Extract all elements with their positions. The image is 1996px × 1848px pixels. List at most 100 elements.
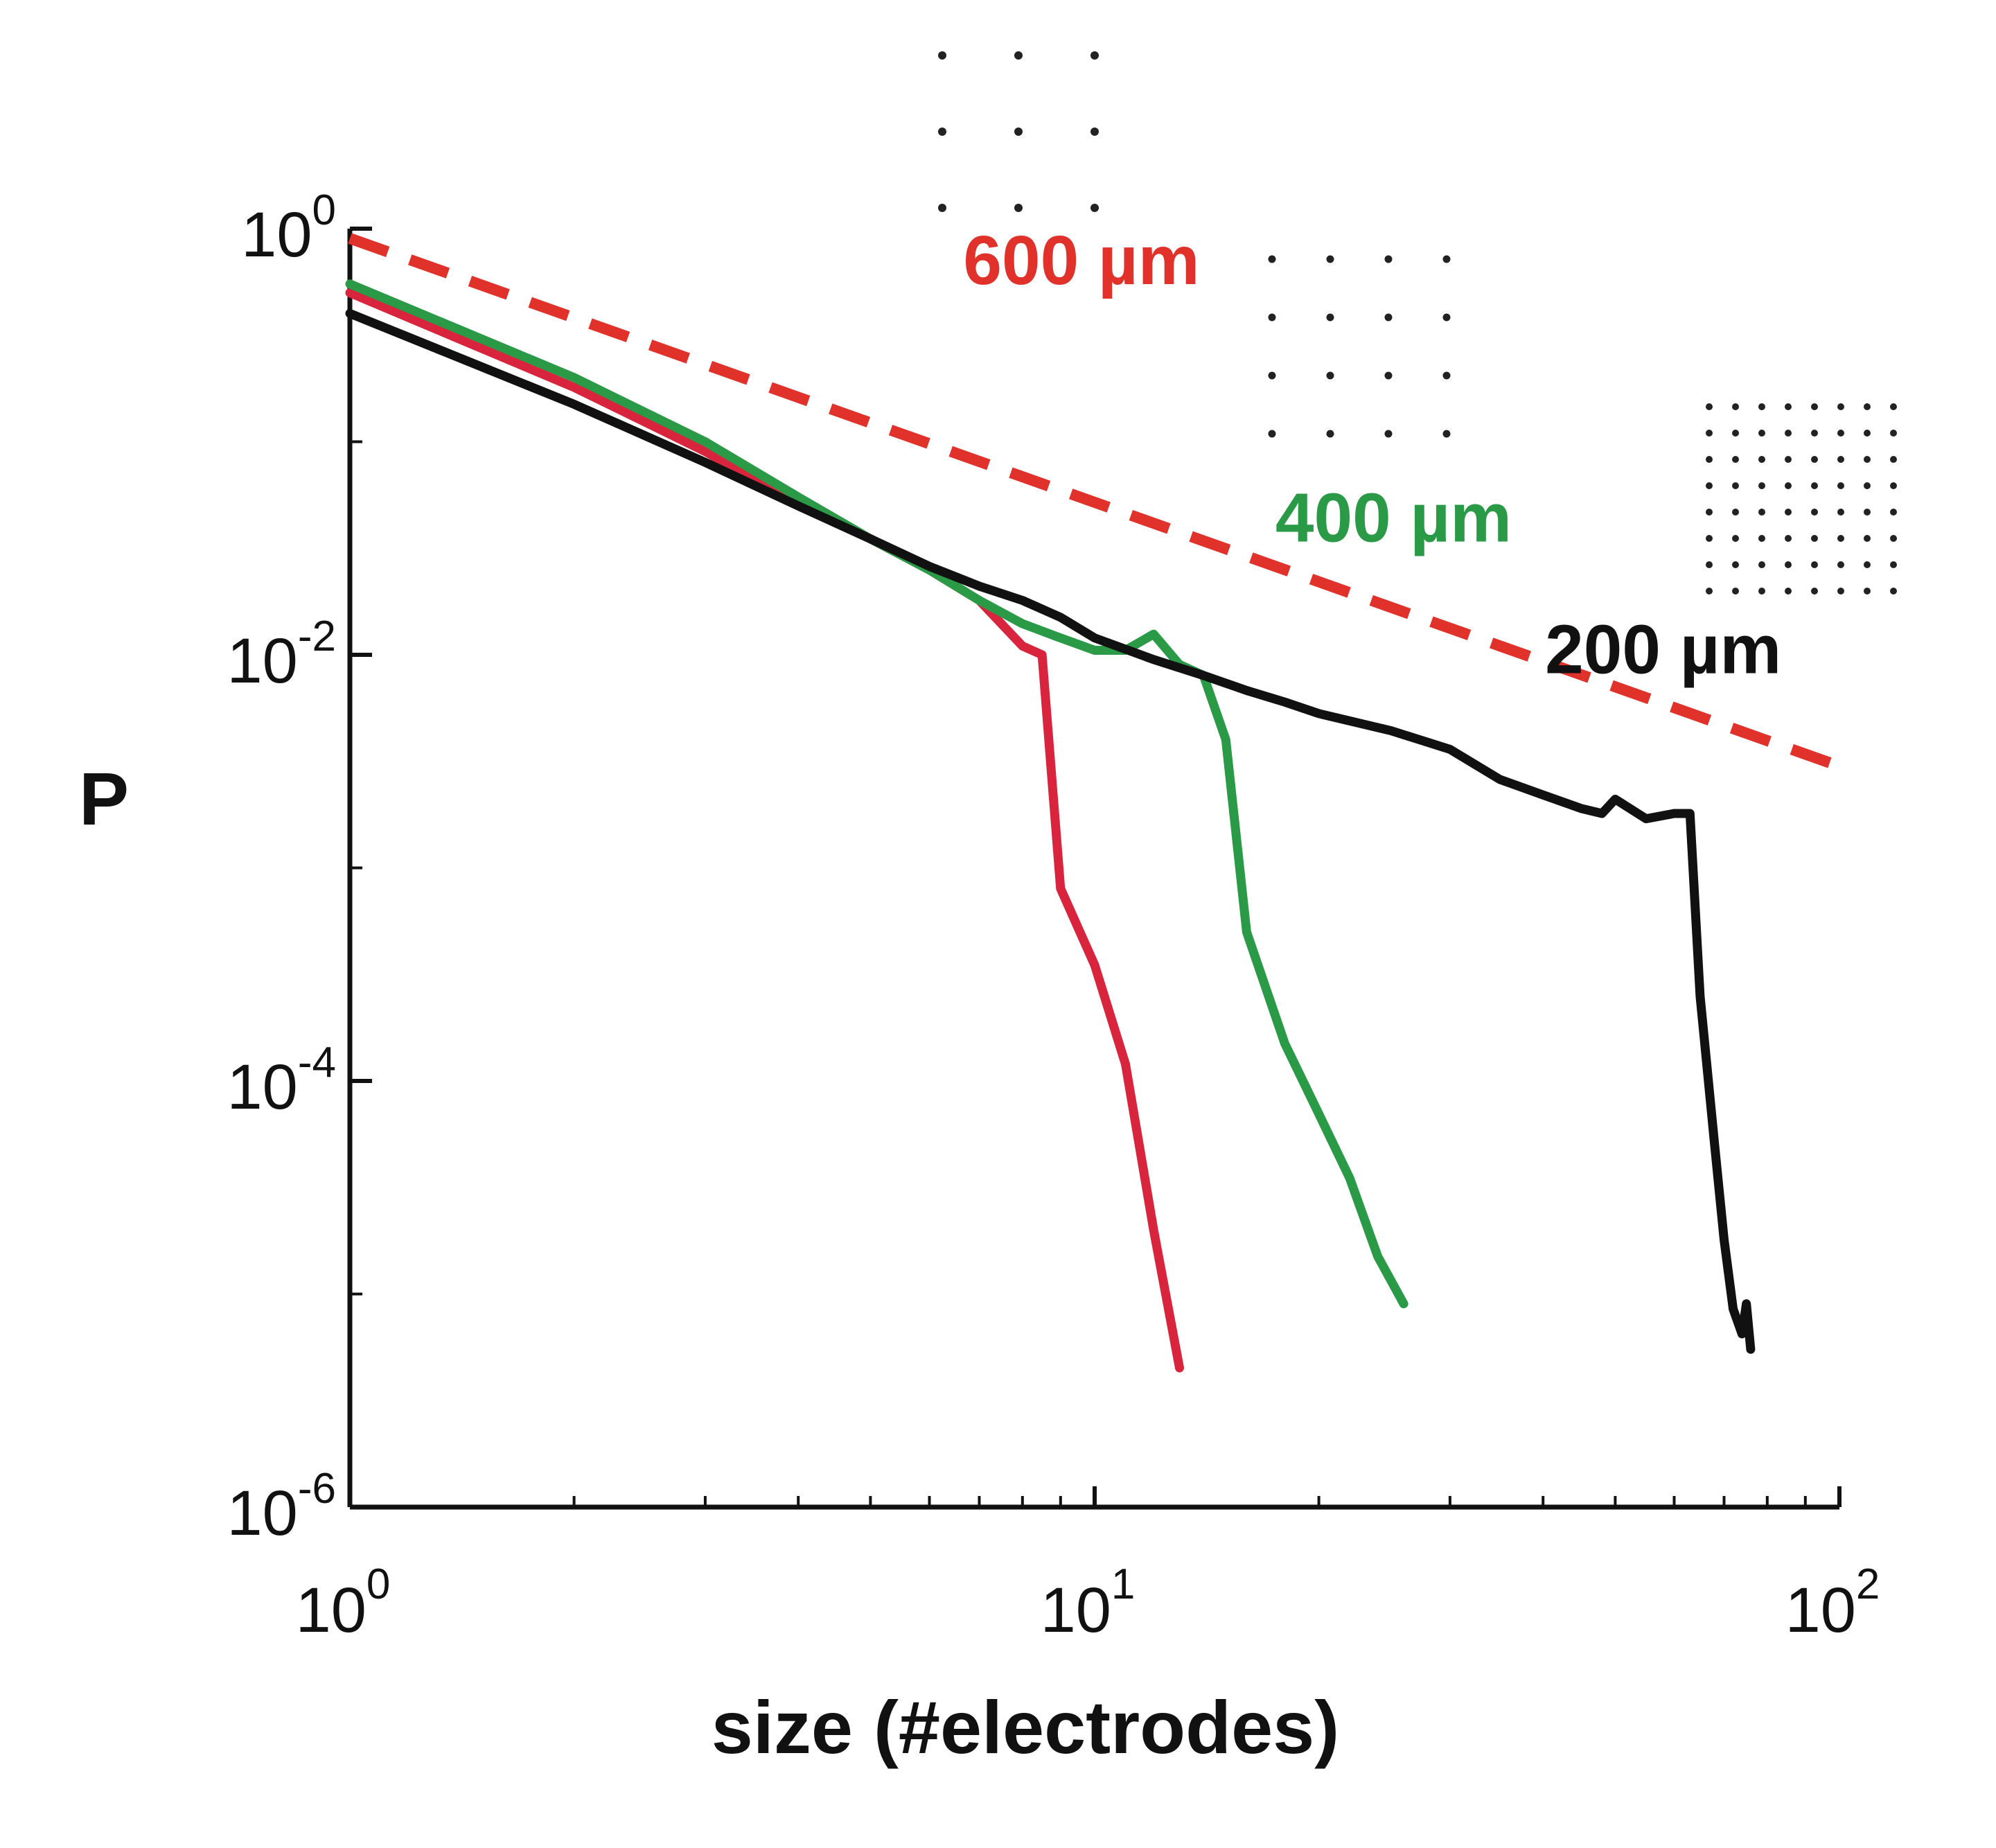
electrode-dot [1326,313,1334,322]
electrode-dot [1384,313,1393,322]
electrode-dot [1864,403,1871,410]
electrode-dot [1811,430,1818,437]
electrode-dot [1785,456,1792,463]
electrode-dot [1014,204,1023,212]
electrode-dot [1326,255,1334,263]
electrode-dot [1384,371,1393,380]
electrode-dot [1811,561,1818,568]
electrode-dot [938,51,946,60]
electrode-dot [938,204,946,212]
electrode-dot [1706,561,1713,568]
x-tick-label: 100 [296,1560,391,1646]
electrode-dot [1758,535,1765,542]
electrode-dot [1864,561,1871,568]
electrode-dot [1837,588,1844,595]
electrode-dot [1706,588,1713,595]
electrode-dot [1890,403,1897,410]
electrode-dot [1268,430,1276,438]
electrode-dot [1758,430,1765,437]
electrode-dot [1090,127,1099,136]
electrode-dot [1890,430,1897,437]
electrode-dot [1014,127,1023,136]
electrode-dot [1268,255,1276,263]
electrode-dot [1811,403,1818,410]
electrode-dot [1864,430,1871,437]
electrode-dot [1732,561,1739,568]
electrode-dot [1732,456,1739,463]
electrode-dot [1890,456,1897,463]
series-line-3 [348,233,1842,772]
electrode-dot [1890,535,1897,542]
series-line-0 [345,288,1184,1373]
electrode-dot [1864,456,1871,463]
electrode-dot [1090,204,1099,212]
electrode-dot [1811,456,1818,463]
y-tick-label: 100 [241,186,336,270]
series-line-1 [345,279,1408,1309]
electrode-dot [1890,482,1897,489]
electrode-dot [1785,509,1792,516]
annotation-label: 600 µm [963,222,1199,299]
electrode-dot [1864,482,1871,489]
electrode-dot [1706,430,1713,437]
y-tick-label: 10-6 [227,1465,336,1549]
electrode-dot [1785,588,1792,595]
electrode-dot [1837,535,1844,542]
electrode-dot [1706,482,1713,489]
electrode-dot [1837,561,1844,568]
electrode-dot [1811,535,1818,542]
x-axis-label: size (#electrodes) [712,1685,1339,1769]
electrode-dot [1706,535,1713,542]
electrode-grid-icons [938,51,1897,595]
electrode-dot [1785,535,1792,542]
electrode-dot [1890,561,1897,568]
electrode-dot [1864,588,1871,595]
electrode-dot [1090,51,1099,60]
electrode-dot [1785,482,1792,489]
x-tick-label: 102 [1785,1560,1880,1646]
electrode-dot [1384,430,1393,438]
electrode-dot [1864,509,1871,516]
electrode-dot [1758,482,1765,489]
axes: 100 101 102 100 10-2 10-4 10-6 [227,186,1880,1646]
electrode-dot [1758,588,1765,595]
electrode-dot [1890,509,1897,516]
y-tick-label: 10-4 [227,1039,336,1123]
electrode-dot [1384,255,1393,263]
electrode-dot [1837,482,1844,489]
y-axis-label: P [79,757,129,841]
electrode-dot [1706,509,1713,516]
electrode-dot [1837,403,1844,410]
electrode-dot [1732,403,1739,410]
x-tick-label: 101 [1041,1560,1136,1646]
electrode-dot [1442,255,1451,263]
electrode-dot [1326,430,1334,438]
series-line-2 [345,308,1756,1354]
electrode-dot [938,127,946,136]
electrode-dot [1732,430,1739,437]
electrode-dot [1268,313,1276,322]
annotation-label: 200 µm [1545,611,1781,689]
electrode-dot [1326,371,1334,380]
electrode-dot [1811,588,1818,595]
electrode-dot [1837,456,1844,463]
electrode-dot [1442,313,1451,322]
electrode-dot [1732,588,1739,595]
electrode-dot [1864,535,1871,542]
electrode-dot [1837,430,1844,437]
electrode-dot [1706,403,1713,410]
electrode-dot [1732,482,1739,489]
electrode-dot [1811,482,1818,489]
annotation-label: 400 µm [1275,479,1512,557]
electrode-dot [1758,509,1765,516]
electrode-dot [1758,561,1765,568]
electrode-dot [1014,51,1023,60]
electrode-dot [1706,456,1713,463]
electrode-dot [1732,509,1739,516]
electrode-dot [1785,430,1792,437]
electrode-dot [1758,403,1765,410]
electrode-dot [1268,371,1276,380]
annotation-layer: 600 µm 400 µm 200 µm [963,222,1781,689]
y-tick-label: 10-2 [227,613,336,696]
